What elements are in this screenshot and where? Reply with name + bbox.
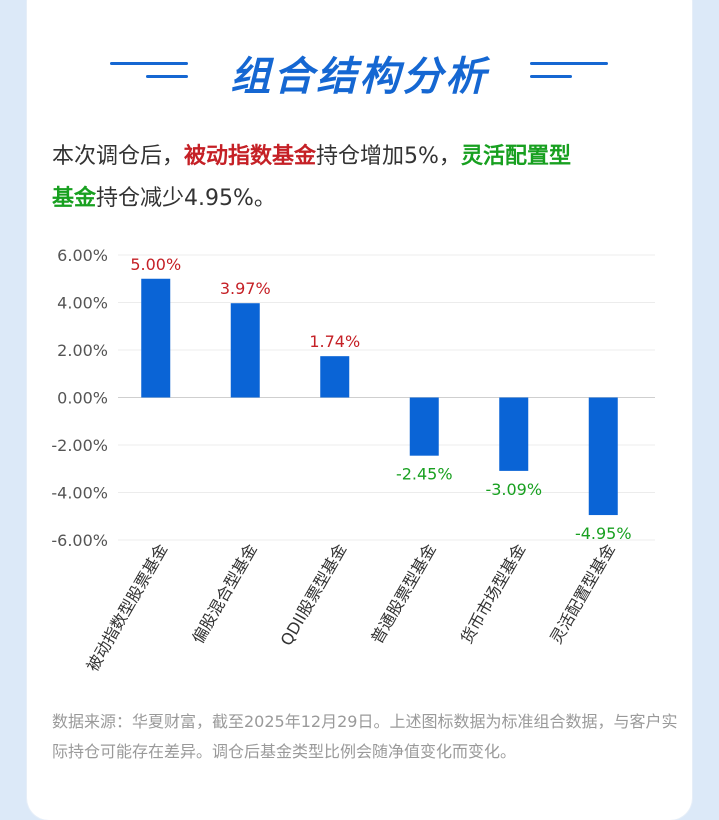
bar (499, 397, 529, 471)
summary-decrease-text: 持仓减少4.95%。 (96, 186, 276, 211)
bar (409, 397, 439, 456)
x-category-label: 普通股票型基金 (367, 541, 439, 648)
summary-increase-fund: 被动指数基金 (184, 144, 317, 169)
bar (230, 303, 260, 398)
data-source-note: 数据来源：华夏财富，截至2025年12月29日。上述图标数据为标准组合数据，与客… (52, 712, 678, 761)
summary-lead: 本次调仓后， (52, 144, 185, 169)
y-tick-label: 0.00% (57, 389, 108, 408)
summary-text: 本次调仓后，被动指数基金持仓增加5%，灵活配置型基金持仓减少4.95%。 (52, 136, 692, 220)
y-tick-label: -6.00% (51, 531, 108, 550)
data-label: -4.95% (575, 524, 632, 543)
data-label: 3.97% (220, 279, 271, 298)
x-category-label: 灵活配置型基金 (546, 541, 618, 648)
bar (141, 278, 171, 398)
summary-decrease-fund-cont: 基金 (52, 186, 97, 211)
section-title: 组合结构分析 (230, 54, 489, 100)
y-tick-label: -4.00% (51, 484, 108, 503)
x-category-label: QDII股票型基金 (277, 541, 351, 650)
bar (588, 397, 618, 516)
summary-increase-text: 持仓增加5%， (316, 144, 461, 169)
y-tick-label: 4.00% (57, 294, 108, 313)
bar (320, 356, 350, 398)
data-label: 5.00% (130, 255, 181, 274)
section-header: 组合结构分析 (0, 40, 719, 110)
bar-chart: 6.00% 4.00% 2.00% 0.00% -2.00% -4.00% -6.00% 5.… (51, 246, 655, 675)
x-category-label: 货币市场型基金 (457, 541, 529, 648)
y-tick-label: 6.00% (57, 246, 108, 265)
summary-decrease-fund: 灵活配置型 (460, 144, 571, 169)
analysis-card (27, 0, 692, 820)
x-category-label: 偏股混合型基金 (188, 541, 260, 648)
y-tick-label: 2.00% (57, 341, 108, 360)
x-category-label: 被动指数型股票基金 (83, 541, 171, 675)
data-label: 1.74% (309, 332, 360, 351)
y-tick-label: -2.00% (51, 436, 108, 455)
data-label: -2.45% (396, 465, 453, 484)
data-label: -3.09% (485, 480, 542, 499)
